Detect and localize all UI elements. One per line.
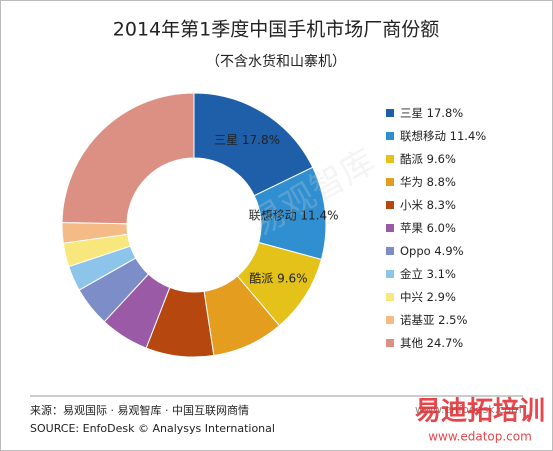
slice-label: 三星 17.8% [214, 133, 280, 147]
slice-label-name: 三星 [214, 133, 238, 147]
legend-swatch [386, 339, 394, 347]
legend-swatch [386, 224, 394, 232]
legend-value: 8.3% [427, 198, 456, 212]
legend-label: Oppo 4.9% [400, 244, 464, 258]
legend-label: 三星 17.8% [400, 106, 463, 120]
legend: 三星 17.8% 联想移动 11.4% 酷派 9.6% 华为 8.8% 小米 8.3% 苹… [386, 106, 486, 350]
legend-value: 8.8% [427, 175, 456, 189]
legend-value: 24.7% [427, 336, 464, 350]
overlay-url: www.edatop.com [428, 430, 532, 444]
legend-value: 11.4% [450, 129, 487, 143]
legend-swatch [386, 178, 394, 186]
slice-label-name: 酷派 [249, 271, 273, 285]
legend-swatch [386, 109, 394, 117]
legend-value: 9.6% [427, 152, 456, 166]
website: www.enfodesk.com [415, 403, 522, 416]
legend-value: 4.9% [434, 244, 463, 258]
legend-value: 2.9% [427, 290, 456, 304]
legend-name: 华为 [400, 175, 423, 189]
legend-label: 联想移动 11.4% [400, 129, 486, 143]
legend-name: 金立 [400, 267, 423, 281]
legend-label: 诺基亚 2.5% [400, 313, 467, 327]
legend-value: 3.1% [427, 267, 456, 281]
legend-value: 6.0% [427, 221, 456, 235]
legend-swatch [386, 247, 394, 255]
overlay: 易迪拓培训 [415, 397, 545, 427]
slice [61, 92, 195, 225]
legend-label: 酷派 9.6% [400, 152, 456, 166]
legend-value: 2.5% [438, 313, 467, 327]
legend-label: 其他 24.7% [400, 336, 463, 350]
slice-label: 联想移动 11.4% [249, 207, 339, 222]
legend-swatch [386, 201, 394, 209]
legend-name: 中兴 [400, 290, 423, 304]
legend-name: 苹果 [400, 221, 423, 235]
legend-name: 其他 [400, 336, 423, 350]
slice-label-value: 9.6% [277, 271, 308, 285]
legend-swatch [386, 293, 394, 301]
legend-label: 华为 8.8% [400, 175, 456, 189]
legend-label: 中兴 2.9% [400, 290, 456, 304]
slice-label-name: 联想移动 [249, 207, 297, 222]
legend-name: Oppo [400, 244, 431, 258]
chart-title: 2014年第1季度中国手机市场厂商份额 [113, 19, 439, 41]
legend-swatch [386, 132, 394, 140]
legend-swatch [386, 270, 394, 278]
source: 来源：易观国际 · 易观智库 · 中国互联网商情 [30, 403, 249, 417]
chart-subtitle: （不含水货和山寨机） [206, 53, 346, 70]
slice-label: 酷派 9.6% [249, 271, 307, 285]
legend-swatch [386, 316, 394, 324]
legend-name: 诺基亚 [400, 313, 435, 327]
legend-name: 联想移动 [400, 129, 446, 143]
slice [193, 92, 314, 197]
slice-label-value: 11.4% [300, 208, 338, 222]
source-en: SOURCE: EnfoDesk © Analysys Internationa… [30, 422, 275, 435]
legend-name: 小米 [400, 198, 423, 212]
legend-name: 三星 [400, 106, 423, 120]
legend-swatch [386, 155, 394, 163]
legend-label: 苹果 6.0% [400, 221, 456, 235]
donut: 三星 17.8% 联想移动 11.4% 酷派 9.6% [61, 92, 339, 358]
legend-label: 金立 3.1% [400, 267, 456, 281]
slice-label-value: 17.8% [242, 133, 280, 147]
legend-name: 酷派 [400, 152, 423, 166]
legend-value: 17.8% [427, 106, 464, 120]
legend-label: 小米 8.3% [400, 198, 456, 212]
